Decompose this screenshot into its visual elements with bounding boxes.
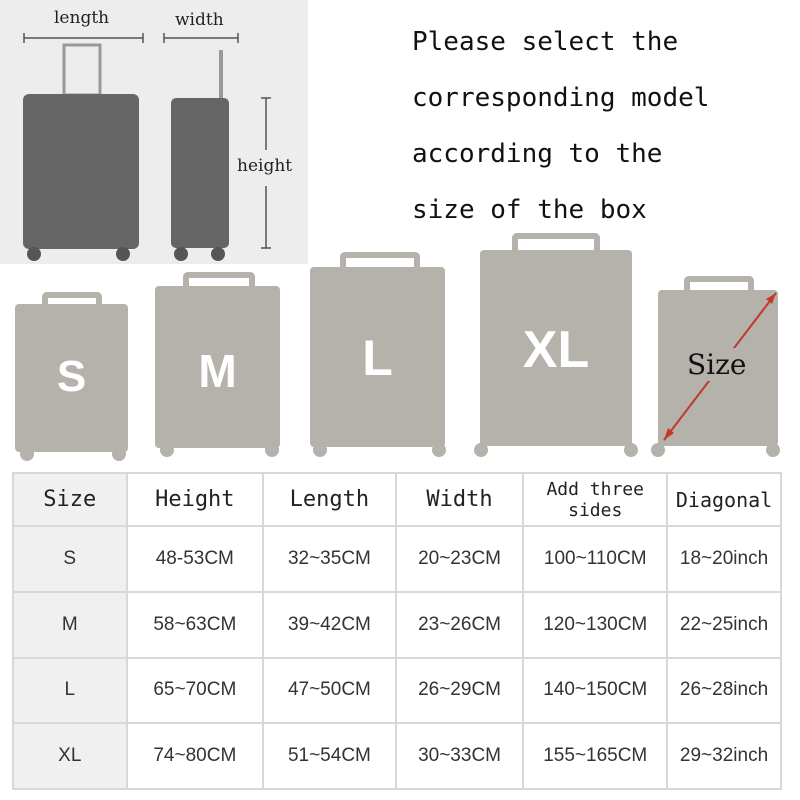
header-height: Height (125, 472, 265, 527)
cell: 30~33CM (394, 722, 525, 790)
measurement-diagram: length width height (0, 0, 308, 264)
length-label: length (54, 8, 110, 28)
cell: 22~25inch (666, 590, 782, 659)
cell: L (12, 656, 128, 725)
header-width: Width (394, 472, 525, 527)
cell: 32~35CM (262, 525, 397, 593)
cell: 26~29CM (394, 656, 525, 725)
size-label: S (56, 352, 87, 401)
cell: 140~150CM (522, 656, 669, 725)
table-row: XL 74~80CM 51~54CM 30~33CM 155~165CM 29~32inc… (12, 722, 782, 790)
cell: 20~23CM (394, 525, 525, 593)
cell: 23~26CM (394, 590, 525, 659)
table-header-row: Size Height Length Width Add three sides… (12, 472, 782, 527)
header-diagonal: Diagonal (666, 472, 782, 527)
cell: 39~42CM (262, 590, 397, 659)
suitcase-diagram-icon (23, 33, 271, 261)
height-label: height (237, 156, 293, 176)
cell: 120~130CM (522, 590, 669, 659)
size-label: XL (522, 321, 590, 379)
table-row: S 48-53CM 32~35CM 20~23CM 100~110CM 18~20inch (12, 525, 782, 593)
cell: 74~80CM (125, 722, 265, 790)
header-length: Length (262, 472, 397, 527)
cell: 18~20inch (666, 525, 782, 593)
table-row: L 65~70CM 47~50CM 26~29CM 140~150CM 26~28inch (12, 656, 782, 725)
size-label: L (362, 330, 393, 386)
cell: 155~165CM (522, 722, 669, 790)
width-label: width (175, 10, 224, 30)
cell: 100~110CM (522, 525, 669, 593)
cell: XL (12, 722, 128, 790)
cell: S (12, 525, 128, 593)
cell: 29~32inch (666, 722, 782, 790)
header-three-sides: Add three sides (522, 472, 669, 527)
cell: 26~28inch (666, 656, 782, 725)
cell: 47~50CM (262, 656, 397, 725)
instruction-text: Please select the corresponding model ac… (412, 27, 710, 225)
cell: M (12, 590, 128, 659)
header-size: Size (12, 472, 128, 527)
cell: 65~70CM (125, 656, 265, 725)
cell: 58~63CM (125, 590, 265, 659)
table-row: M 58~63CM 39~42CM 23~26CM 120~130CM 22~25inch (12, 590, 782, 659)
size-diagonal-label: Size (687, 348, 747, 381)
cell: 51~54CM (262, 722, 397, 790)
size-label: M (198, 345, 237, 397)
size-table: Size Height Length Width Add three sides… (12, 472, 782, 790)
cell: 48-53CM (125, 525, 265, 593)
